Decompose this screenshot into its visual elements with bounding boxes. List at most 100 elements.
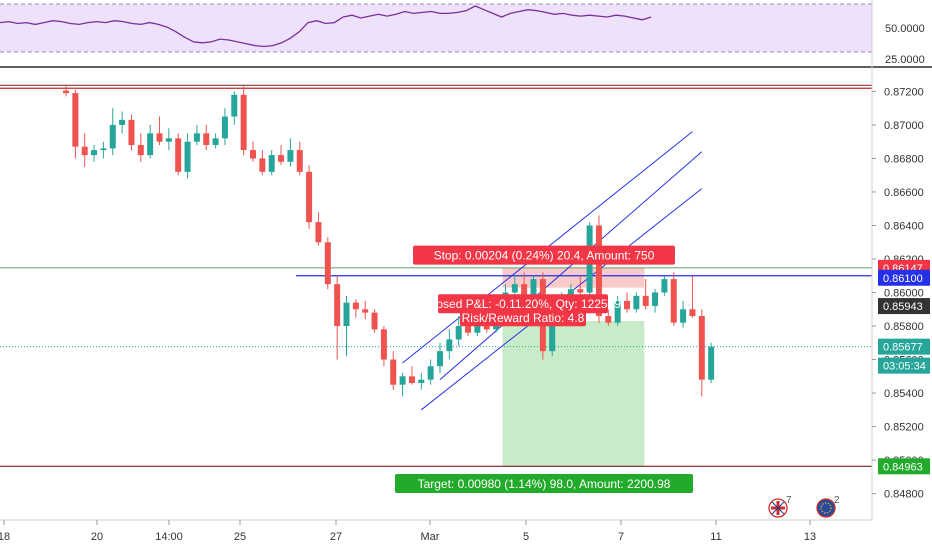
price-tick-label: 0.87200 <box>884 86 924 98</box>
candle[interactable] <box>212 133 219 149</box>
rsi-indicator-pane[interactable]: 50.0000 25.0000 <box>0 3 932 68</box>
uk-flag-icon[interactable] <box>768 498 788 518</box>
candle[interactable] <box>408 366 415 385</box>
rsi-level-label-25: 25.0000 <box>885 54 925 66</box>
candle[interactable] <box>296 141 303 176</box>
target-label-box[interactable] <box>395 474 693 493</box>
candle[interactable] <box>633 292 640 313</box>
price-tag-target[interactable]: 0.84963 <box>878 458 930 475</box>
price-axis[interactable]: 0.872000.870000.868000.866000.864000.862… <box>871 0 930 520</box>
price-tick-label: 0.86400 <box>884 220 924 232</box>
price-tag-entry[interactable]: 0.86100 <box>878 269 930 286</box>
candle[interactable] <box>81 133 88 167</box>
candle[interactable] <box>624 292 630 313</box>
candle[interactable] <box>661 275 668 296</box>
stop-label-box[interactable] <box>413 245 675 265</box>
rsi-band <box>0 4 872 52</box>
candle[interactable] <box>147 124 154 159</box>
price-tag-text: 0.85677 <box>883 342 923 354</box>
stop-label: Stop: 0.00204 (0.24%) 20.4, Amount: 750 <box>434 249 655 263</box>
time-tick-label: 5 <box>523 531 529 543</box>
candle[interactable] <box>698 309 705 397</box>
candle[interactable] <box>708 342 715 384</box>
candle[interactable] <box>72 89 79 159</box>
candle[interactable] <box>343 295 350 357</box>
candle[interactable] <box>614 295 621 327</box>
price-tag-countdown[interactable]: 03:05:34 <box>878 357 930 374</box>
candle[interactable] <box>642 279 649 310</box>
candle[interactable] <box>418 372 425 390</box>
candle[interactable] <box>334 275 341 360</box>
candle[interactable] <box>287 138 294 167</box>
candle[interactable] <box>156 116 163 146</box>
candle[interactable] <box>137 133 144 162</box>
price-pane[interactable]: Stop: 0.00204 (0.24%) 20.4, Amount: 750 … <box>0 84 872 493</box>
candle[interactable] <box>100 141 107 159</box>
candle[interactable] <box>670 272 677 327</box>
candle[interactable] <box>91 145 98 162</box>
candle[interactable] <box>184 133 191 179</box>
candle[interactable] <box>240 86 247 156</box>
candle[interactable] <box>231 91 238 125</box>
candle[interactable] <box>362 300 369 320</box>
eu-flag-icon[interactable] <box>816 498 836 518</box>
candle[interactable] <box>268 150 275 176</box>
time-tick-label: 20 <box>91 531 103 543</box>
candle[interactable] <box>427 359 434 385</box>
price-tags: 0.861470.861000.859430.8567703:05:340.84… <box>878 259 930 475</box>
candle[interactable] <box>203 124 210 151</box>
candle[interactable] <box>455 315 462 347</box>
candle[interactable] <box>605 309 612 327</box>
price-tick-label: 0.86000 <box>884 288 924 300</box>
candle[interactable] <box>175 133 182 176</box>
candle[interactable] <box>390 351 397 390</box>
candle[interactable] <box>380 326 387 367</box>
rsi-line <box>0 5 652 48</box>
candle[interactable] <box>399 372 406 397</box>
event-badges: 7 2 <box>768 495 840 518</box>
price-tag-text: 0.84963 <box>883 461 923 473</box>
time-tick-label: 13 <box>804 531 816 543</box>
candle[interactable] <box>689 275 696 318</box>
candle[interactable] <box>221 108 228 146</box>
candle[interactable] <box>193 124 200 146</box>
take-profit-zone[interactable] <box>502 321 645 467</box>
candle[interactable] <box>109 108 116 156</box>
candle[interactable] <box>315 212 322 246</box>
closed-pnl-label-box[interactable] <box>438 294 608 314</box>
candle[interactable] <box>259 150 266 176</box>
candle[interactable] <box>63 86 69 97</box>
time-tick-label: Mar <box>421 531 440 543</box>
candle[interactable] <box>371 309 378 333</box>
target-label: Target: 0.00980 (1.14%) 98.0, Amount: 22… <box>418 477 671 491</box>
position-labels: Stop: 0.00204 (0.24%) 20.4, Amount: 750 … <box>395 245 693 493</box>
price-tick-label: 0.84800 <box>884 489 924 501</box>
stop-loss-zone[interactable] <box>502 267 645 288</box>
channel-line[interactable] <box>439 151 703 381</box>
candle[interactable] <box>652 289 659 313</box>
price-tick-label: 0.85800 <box>884 321 924 333</box>
level-lines <box>0 84 872 467</box>
candle[interactable] <box>437 342 443 373</box>
time-axis[interactable]: 18 20 14:00 25 27 Mar 5 7 11 13 <box>0 519 872 543</box>
time-ticks: 18 20 14:00 25 27 Mar 5 7 11 13 <box>0 520 816 543</box>
candle[interactable] <box>250 141 256 162</box>
candle[interactable] <box>306 165 313 229</box>
price-tag-current[interactable]: 0.85677 <box>878 338 930 355</box>
candle[interactable] <box>128 114 135 151</box>
candle[interactable] <box>278 145 285 166</box>
candle[interactable] <box>446 329 453 360</box>
candle[interactable] <box>165 128 172 151</box>
candle[interactable] <box>119 111 126 134</box>
time-tick-label: 18 <box>0 531 10 543</box>
time-tick-label: 27 <box>330 531 342 543</box>
price-tick-label: 0.85400 <box>884 388 924 400</box>
candle[interactable] <box>324 237 331 290</box>
candle[interactable] <box>680 300 687 328</box>
candle[interactable] <box>352 299 359 318</box>
price-tag-text: 03:05:34 <box>883 361 926 373</box>
time-tick-label: 25 <box>234 531 246 543</box>
price-tag-last-close[interactable]: 0.85943 <box>878 298 930 315</box>
